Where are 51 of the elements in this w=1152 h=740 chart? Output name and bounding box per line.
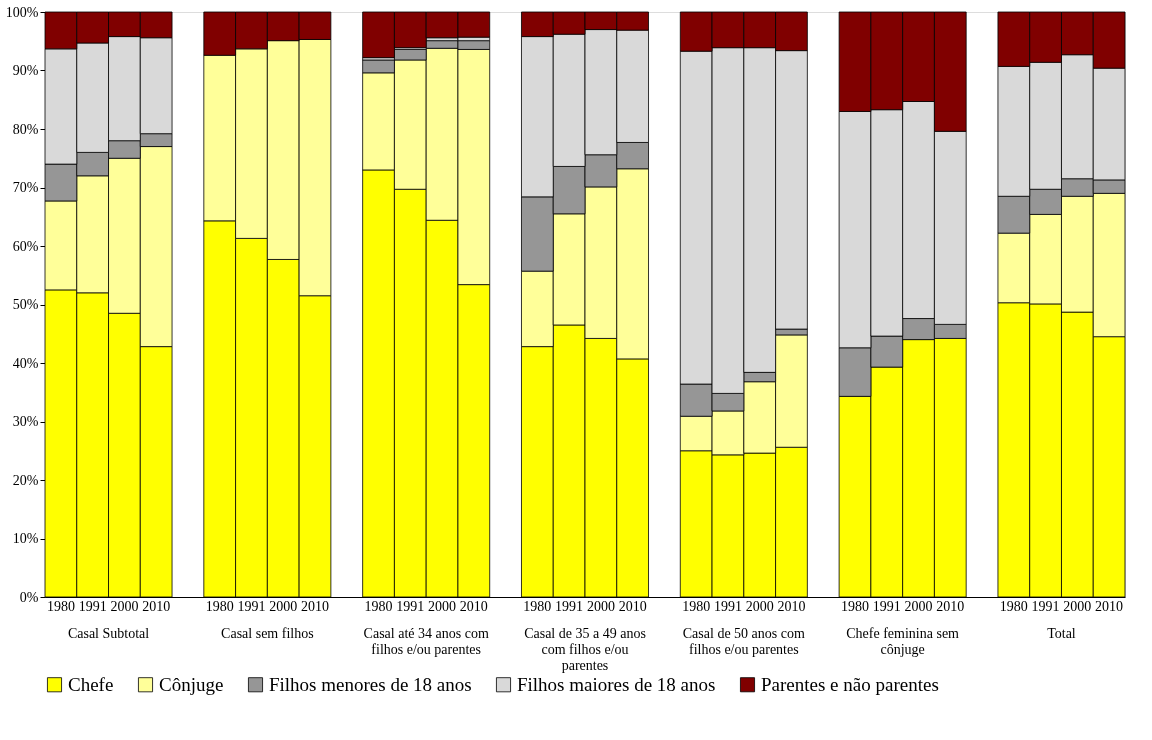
x-tick-label: 2010 (1095, 598, 1124, 614)
legend-label: Chefe (68, 673, 114, 695)
x-tick-label: 1980 (364, 598, 393, 614)
x-tick-label: 2000 (904, 598, 933, 614)
y-tick-label: 60% (12, 238, 39, 254)
text: Total (1047, 626, 1076, 641)
x-tick-label: 1991 (555, 598, 584, 614)
x-tick-label: 2000 (110, 598, 139, 614)
x-tick-label: 2000 (745, 598, 774, 614)
y-tick-label: 50% (12, 297, 39, 312)
x-tick-label: 2010 (142, 598, 171, 614)
y-tick-label: 20% (12, 472, 39, 488)
x-tick-label: 2000 (586, 598, 615, 614)
x-tick-label: 1980 (205, 598, 234, 614)
text: Casal sem filhos (221, 626, 314, 641)
legend-label: Filhos maiores de 18 anos (517, 673, 716, 695)
text: Casal de 35 a 49 anos com filhos e/ou parentes (524, 626, 646, 673)
x-tick-label: 2010 (777, 598, 806, 614)
x-tick-label: 2010 (936, 598, 965, 614)
y-tick-label: 30% (12, 414, 39, 429)
text: Casal de 50 anos com filhos e/ou parentes (682, 626, 805, 657)
x-tick-label: 1991 (713, 598, 742, 614)
y-tick-label: 100% (5, 4, 39, 20)
text: Casal Subtotal (67, 626, 150, 641)
x-tick-label: 2000 (428, 598, 457, 614)
y-tick-label: 70% (12, 180, 39, 195)
x-tick-label: 1991 (237, 598, 266, 614)
y-tick-label: 0% (19, 589, 39, 605)
x-tick-label: 2010 (459, 598, 488, 614)
y-tick-label: 10% (12, 531, 39, 546)
text: Casal até 34 anos com filhos e/ou parentes (363, 626, 489, 657)
x-tick-label: 1980 (682, 598, 711, 614)
x-tick-label: 1980 (523, 598, 552, 614)
x-tick-label: 2000 (1063, 598, 1092, 614)
x-tick-label: 1991 (396, 598, 425, 614)
x-tick-label: 1991 (1031, 598, 1060, 614)
legend-label: Filhos menores de 18 anos (269, 673, 472, 695)
x-tick-label: 1980 (999, 598, 1028, 614)
y-tick-label: 80% (12, 121, 39, 137)
y-tick-label: 40% (12, 355, 39, 371)
x-tick-label: 1980 (841, 598, 869, 614)
x-tick-label: 1980 (46, 598, 75, 614)
x-tick-label: 1991 (872, 598, 901, 614)
x-tick-label: 2000 (269, 598, 298, 614)
x-tick-label: 2010 (301, 598, 329, 614)
x-tick-label: 2010 (618, 598, 647, 614)
legend-label: Cônjuge (159, 673, 224, 695)
legend-label: Parentes e não parentes (761, 673, 939, 695)
y-tick-label: 90% (12, 63, 39, 78)
x-tick-label: 1991 (78, 598, 107, 614)
text: Chefe feminina sem cônjuge (846, 626, 960, 657)
